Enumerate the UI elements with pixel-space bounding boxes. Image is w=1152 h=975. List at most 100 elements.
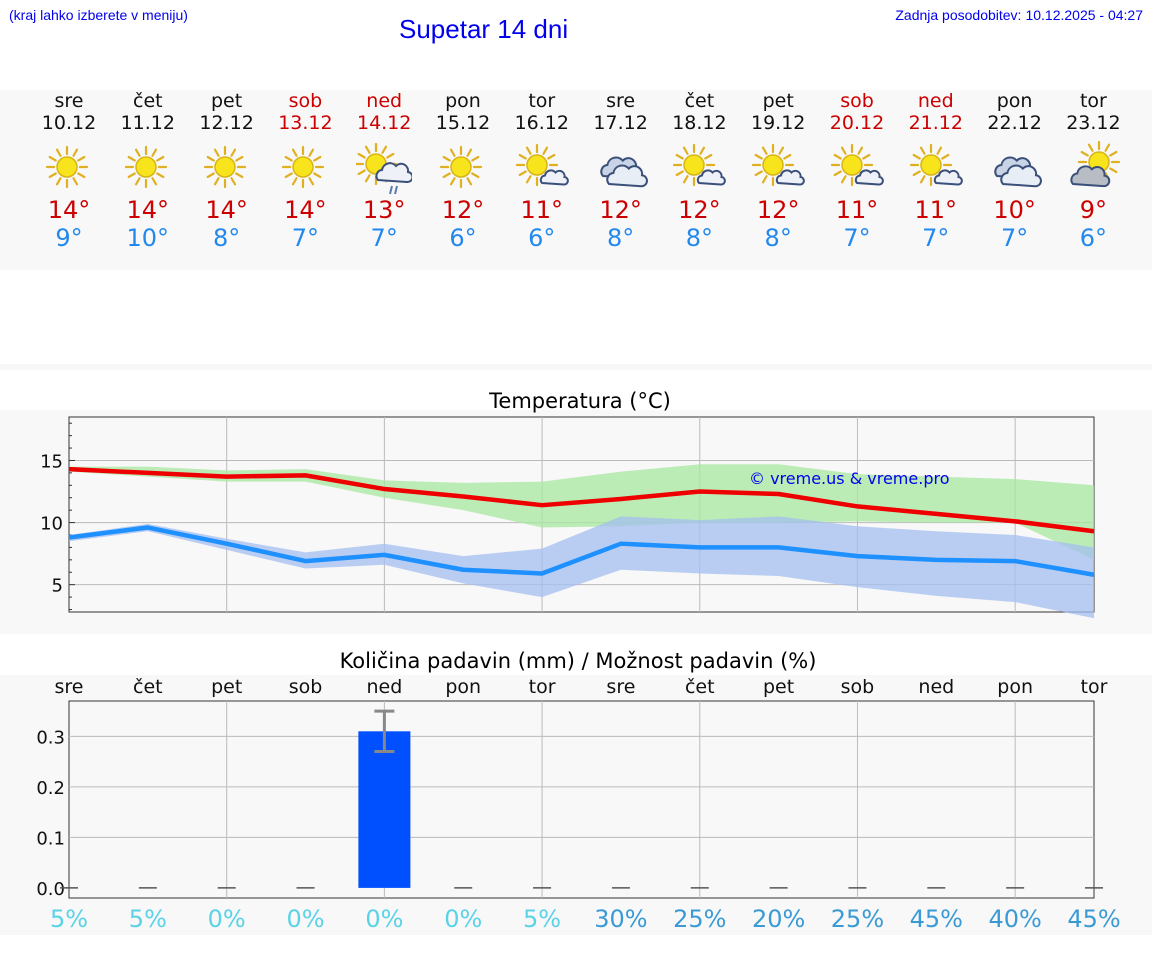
day-card: sre 10.12 14° 9° <box>30 90 108 252</box>
sunny-icon <box>45 145 89 189</box>
max-range-band <box>69 464 1094 560</box>
x-day-label: čet <box>685 676 715 698</box>
day-name: pet <box>210 90 243 112</box>
min-temp: 6° <box>528 224 556 252</box>
sun-cloud-rain-icon <box>356 142 413 195</box>
min-temp: 7° <box>843 224 871 252</box>
watermark: © vreme.us & vreme.pro <box>749 469 950 488</box>
precip-probability: 0% <box>444 905 482 933</box>
day-date: 12.12 <box>199 112 254 134</box>
x-day-label: tor <box>1081 676 1108 698</box>
precip-probability: 25% <box>673 905 726 933</box>
day-card: pet 12.12 14° 8° <box>188 90 266 252</box>
precipitation-chart: Količina padavin (mm) / Možnost padavin … <box>36 649 1120 933</box>
precip-probability: 0% <box>286 905 324 933</box>
day-date: 17.12 <box>593 112 648 134</box>
max-temp: 11° <box>835 196 879 224</box>
sun-small-cloud-icon <box>515 143 569 187</box>
day-card: čet 11.12 14° 10° <box>109 90 187 252</box>
day-date: 14.12 <box>356 112 412 134</box>
last-update-label: Zadnja posodobitev: <box>895 7 1022 23</box>
max-temp: 9° <box>1079 196 1108 224</box>
min-temp: 8° <box>685 224 714 252</box>
day-name: čet <box>133 90 163 112</box>
location-menu-hint[interactable]: (kraj lahko izberete v meniju) <box>9 7 188 23</box>
y-tick-label: 10 <box>40 514 63 535</box>
y-tick-label: 0.0 <box>36 879 65 900</box>
day-date: 19.12 <box>750 112 806 134</box>
sun-small-cloud-icon <box>673 143 727 187</box>
min-temp: 7° <box>922 224 950 252</box>
precip-probability: 25% <box>831 905 884 933</box>
min-temp-line <box>68 525 1095 577</box>
day-card: ned 21.12 11° 7° <box>897 90 975 252</box>
min-temp: 6° <box>449 224 477 252</box>
min-temp: 7° <box>291 224 320 252</box>
day-name: pet <box>762 90 794 112</box>
x-day-label: sob <box>289 676 323 698</box>
precip-probability: 30% <box>594 905 647 933</box>
page-title[interactable]: Supetar 14 dni <box>399 14 569 44</box>
sunny-icon <box>203 145 246 189</box>
min-temp: 10° <box>126 224 170 252</box>
day-name: ned <box>917 90 954 112</box>
max-temp: 10° <box>993 196 1036 224</box>
max-temp: 11° <box>914 196 958 224</box>
last-update: Zadnja posodobitev: 10.12.2025 - 04:27 <box>891 7 1143 23</box>
day-date: 23.12 <box>1066 112 1121 134</box>
max-temp: 12° <box>678 196 721 224</box>
y-tick-label: 15 <box>40 451 63 472</box>
precip-probability: 45% <box>1067 905 1120 933</box>
chart-title: Količina padavin (mm) / Možnost padavin … <box>340 649 817 673</box>
max-temp: 12° <box>756 196 800 224</box>
min-temp: 7° <box>1000 224 1029 252</box>
precip-probability: 20% <box>752 905 805 933</box>
day-name: ned <box>366 90 403 112</box>
day-card: pon 15.12 12° 6° <box>424 90 502 252</box>
day-date: 22.12 <box>987 112 1042 134</box>
max-temp: 12° <box>599 196 642 224</box>
day-date: 18.12 <box>672 112 727 134</box>
day-name: tor <box>528 90 556 112</box>
sunny-icon <box>124 145 167 189</box>
day-card: sob 13.12 14° 7° <box>266 90 344 252</box>
chart-title: Temperatura (°C) <box>488 389 671 413</box>
sun-rays <box>45 145 89 189</box>
min-temp: 8° <box>606 224 635 252</box>
max-temp: 14° <box>47 196 91 224</box>
precip-bar <box>358 731 411 888</box>
precip-probability: 5% <box>129 905 167 933</box>
day-card: čet 18.12 12° 8° <box>660 90 738 252</box>
day-date: 15.12 <box>435 112 491 134</box>
min-temp: 9° <box>55 224 83 252</box>
divider <box>0 364 1152 370</box>
min-temp: 8° <box>212 224 241 252</box>
max-temp: 12° <box>441 196 485 224</box>
max-temp: 11° <box>520 196 564 224</box>
daily-forecast-strip: sre 10.12 14° 9° čet 11.12 14° 10° pet 12.12 14° 8°… <box>0 90 1152 270</box>
y-tick-label: 0.1 <box>36 828 65 849</box>
x-day-label: sre <box>55 676 84 698</box>
x-day-label: tor <box>529 676 556 698</box>
day-card: sre 17.12 12° 8° <box>582 90 660 252</box>
max-temp-line <box>68 466 1095 534</box>
day-date: 10.12 <box>41 112 97 134</box>
cloudy-icon <box>599 156 648 188</box>
min-range-band <box>69 516 1094 619</box>
plot-area <box>68 700 1095 899</box>
max-temp: 14° <box>126 196 170 224</box>
sun-small-cloud-icon <box>752 143 806 187</box>
y-tick-label: 5 <box>52 576 63 597</box>
x-day-label: pon <box>997 676 1033 698</box>
day-name: pon <box>996 90 1033 112</box>
x-day-label: sob <box>841 676 875 698</box>
cloudy-icon <box>993 156 1042 188</box>
x-day-label: pon <box>445 676 481 698</box>
x-day-label: pet <box>763 676 794 698</box>
precip-probability: 5% <box>50 905 88 933</box>
day-card: ned 14.12 13° 7° <box>345 90 423 252</box>
sun-small-cloud-icon <box>909 143 963 187</box>
max-temp: 13° <box>362 196 406 224</box>
sunny-icon <box>282 145 325 189</box>
sun-rays <box>439 145 483 189</box>
